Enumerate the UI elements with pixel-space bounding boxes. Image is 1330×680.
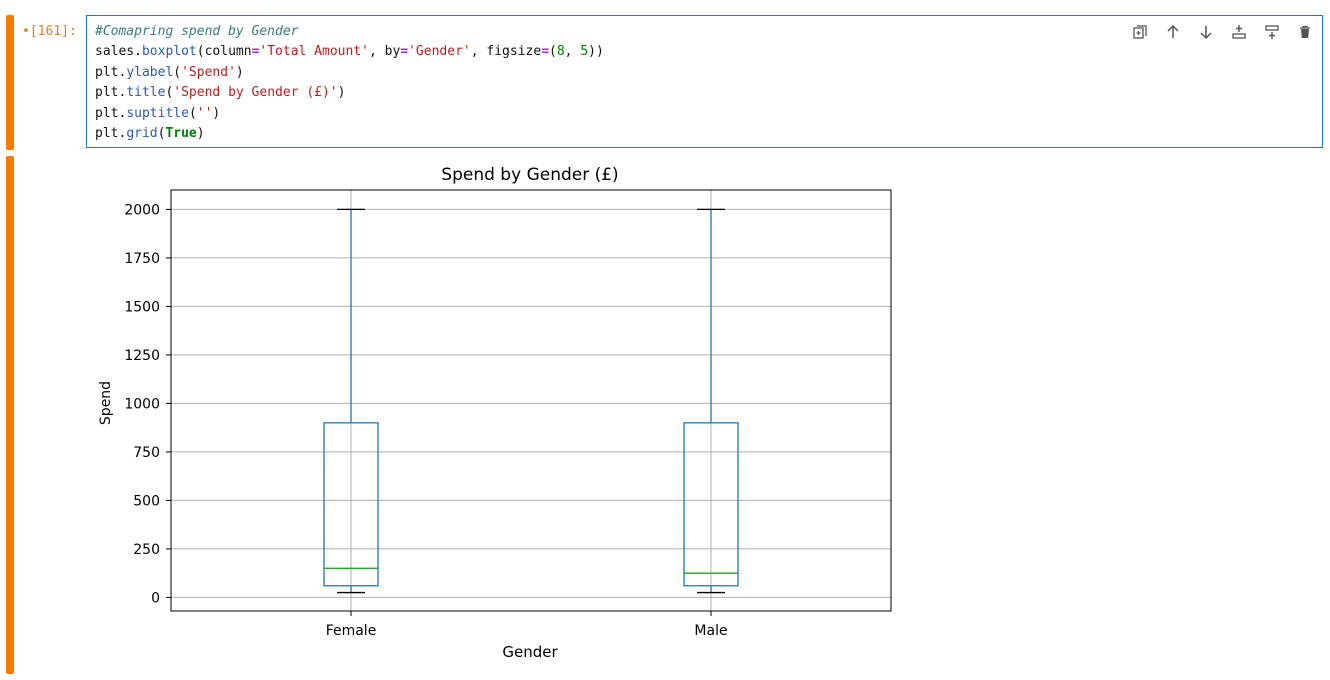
code-token: (: [157, 126, 166, 142]
y-tick-label: 1750: [124, 251, 160, 267]
code-line: plt.grid(True): [95, 126, 205, 141]
x-tick-label: Male: [694, 623, 727, 639]
code-token: plt.: [95, 85, 127, 101]
code-line: plt.suptitle(''): [95, 106, 220, 121]
y-tick-label: 1250: [124, 348, 160, 364]
insert-below-icon[interactable]: [1260, 22, 1283, 42]
code-token: boxplot: [141, 44, 197, 60]
code-token: =: [251, 44, 260, 60]
y-tick-label: 500: [133, 493, 160, 509]
cell-active-bar: [6, 15, 14, 150]
code-token: ): [337, 85, 346, 101]
code-token: grid: [126, 126, 158, 142]
code-token: plt.: [95, 126, 127, 142]
code-token: suptitle: [126, 105, 189, 121]
code-token: plt.: [95, 64, 127, 80]
code-token: ): [196, 126, 205, 142]
code-token: )): [588, 44, 604, 60]
code-line: sales.boxplot(column='Total Amount', by=…: [95, 44, 604, 59]
code-token: 'Gender': [408, 44, 471, 60]
code-token: sales.: [95, 44, 142, 60]
plot-frame: [170, 189, 892, 612]
y-tick-label: 0: [151, 590, 160, 606]
code-token: ylabel: [126, 64, 174, 80]
insert-above-icon[interactable]: [1227, 22, 1250, 42]
box-male: [683, 422, 739, 587]
code-line: plt.title('Spend by Gender (£)'): [95, 85, 345, 100]
code-cell[interactable]: #Comapring spend by Gender sales.boxplot…: [86, 15, 1323, 148]
code-token: 'Total Amount': [259, 44, 369, 60]
code-token: , figsize: [470, 44, 542, 60]
code-token: 8: [556, 44, 565, 60]
code-token: True: [165, 126, 197, 142]
box-female: [323, 422, 379, 587]
code-token: ): [212, 105, 221, 121]
x-axis-label: Gender: [502, 643, 558, 661]
y-tick-label: 1500: [124, 299, 160, 315]
move-down-icon[interactable]: [1194, 22, 1217, 42]
code-token: =: [541, 44, 550, 60]
code-token: (: [188, 105, 197, 121]
code-token: ): [235, 64, 244, 80]
y-axis-label: Spend: [98, 381, 114, 425]
code-token: ,: [564, 44, 581, 60]
y-tick-label: 750: [133, 445, 160, 461]
code-token: 'Spend by Gender (£)': [173, 85, 338, 101]
code-token: (: [549, 44, 557, 60]
code-token: , by: [368, 44, 401, 60]
x-tick-label: Female: [326, 623, 377, 639]
y-tick-label: 250: [133, 542, 160, 558]
code-token: '': [196, 105, 213, 121]
code-line: #Comapring spend by Gender: [95, 24, 299, 39]
code-token: =: [400, 44, 409, 60]
code-token: title: [126, 85, 166, 101]
delete-icon[interactable]: [1293, 22, 1316, 42]
code-token: (: [165, 85, 174, 101]
move-up-icon[interactable]: [1161, 22, 1184, 42]
code-token: (column: [196, 44, 252, 60]
output-active-bar: [6, 156, 14, 674]
code-token: 'Spend': [181, 64, 236, 80]
y-tick-label: 1000: [124, 396, 160, 412]
code-token: plt.: [95, 105, 127, 121]
code-line: plt.ylabel('Spend'): [95, 65, 244, 80]
y-tick-label: 2000: [124, 202, 160, 218]
code-editor[interactable]: #Comapring spend by Gender sales.boxplot…: [95, 22, 604, 144]
code-token: (: [173, 64, 182, 80]
duplicate-icon[interactable]: [1128, 22, 1151, 42]
cell-toolbar: [1128, 22, 1316, 42]
chart-title: Spend by Gender (£): [441, 165, 618, 185]
cell-prompt: •[161]:: [22, 24, 77, 39]
boxplot-chart: Spend by Gender (£) Spend Gender 0 250 500…: [98, 165, 892, 661]
code-token: 5: [580, 44, 589, 60]
code-token: #Comapring spend by Gender: [95, 24, 299, 39]
